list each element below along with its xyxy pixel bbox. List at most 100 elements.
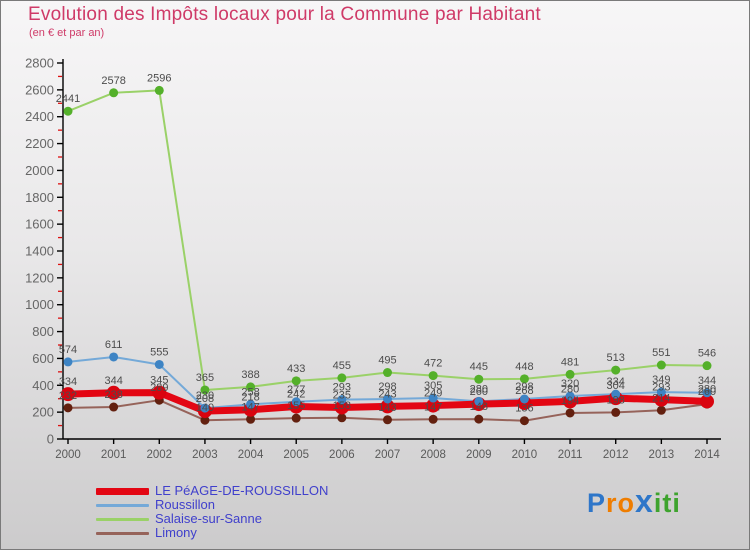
data-label-salaise-sur-sanne: 2578 <box>101 75 125 87</box>
data-point-salaise-sur-sanne <box>63 106 73 116</box>
data-point-roussillon <box>200 403 210 413</box>
y-tick-label: 2400 <box>25 109 54 124</box>
data-label-limony: 158 <box>333 400 351 412</box>
data-label-salaise-sur-sanne: 546 <box>698 348 716 360</box>
data-point-roussillon <box>246 399 256 409</box>
data-point-roussillon <box>383 394 392 404</box>
data-label-limony: 143 <box>378 402 396 414</box>
data-label-roussillon: 574 <box>59 344 77 356</box>
data-label-roussillon: 230 <box>196 390 214 402</box>
data-label-salaise-sur-sanne: 2596 <box>147 72 171 84</box>
data-point-le-p-age-de-roussillon <box>106 385 121 400</box>
y-tick-label: 1400 <box>25 244 54 259</box>
y-tick-label: 800 <box>32 324 54 339</box>
y-tick-label: 2000 <box>25 163 54 178</box>
logo-letter: i <box>653 488 663 518</box>
legend-swatch-limony <box>96 531 149 535</box>
data-label-le-p-age-de-roussillon: 280 <box>561 383 579 395</box>
data-point-salaise-sur-sanne <box>383 368 392 378</box>
data-point-roussillon <box>611 389 621 399</box>
x-tick-label: 2007 <box>375 449 401 461</box>
data-point-limony <box>565 408 575 418</box>
x-tick-label: 2011 <box>558 449 583 461</box>
data-point-salaise-sur-sanne <box>565 369 575 379</box>
data-label-limony: 194 <box>561 395 579 407</box>
proxiti-logo: Proxiti <box>587 485 681 519</box>
data-label-limony: 155 <box>287 400 305 412</box>
data-point-roussillon <box>565 391 575 401</box>
data-point-roussillon <box>63 357 73 367</box>
data-label-salaise-sur-sanne: 433 <box>287 363 305 375</box>
data-label-limony: 238 <box>104 389 122 401</box>
legend-swatch-roussillon <box>96 503 149 507</box>
x-tick-label: 2005 <box>283 449 309 461</box>
data-label-le-p-age-de-roussillon: 344 <box>104 375 122 387</box>
data-point-limony <box>291 413 301 423</box>
data-label-roussillon: 280 <box>470 383 488 395</box>
data-label-roussillon: 344 <box>698 375 716 387</box>
x-tick-label: 2012 <box>603 449 629 461</box>
logo-letter: o <box>617 488 636 518</box>
data-point-le-p-age-de-roussillon <box>334 400 349 415</box>
data-point-limony <box>611 407 621 417</box>
chart-subtitle: (en € et par an) <box>29 27 105 39</box>
data-point-limony <box>337 413 347 423</box>
data-point-roussillon <box>428 393 438 403</box>
data-point-salaise-sur-sanne <box>246 382 256 392</box>
chart-legend: LE PéAGE-DE-ROUSSILLON Roussillon Salaise-… <box>96 484 328 540</box>
y-tick-label: 2200 <box>25 136 54 151</box>
legend-swatch-salaise-sur-sanne <box>96 517 149 521</box>
data-point-le-p-age-de-roussillon <box>61 387 75 402</box>
data-point-salaise-sur-sanne <box>200 385 210 395</box>
data-point-le-p-age-de-roussillon <box>152 385 167 400</box>
data-point-salaise-sur-sanne <box>291 376 301 386</box>
logo-letter: i <box>672 488 681 518</box>
y-tick-label: 1600 <box>25 217 54 232</box>
data-label-le-p-age-de-roussillon: 249 <box>424 388 442 400</box>
data-label-roussillon: 298 <box>515 381 533 393</box>
data-point-salaise-sur-sanne <box>611 365 621 375</box>
data-point-roussillon <box>109 352 119 362</box>
y-tick-label: 400 <box>32 378 54 393</box>
x-tick-label: 2002 <box>146 449 172 461</box>
data-label-le-p-age-de-roussillon: 260 <box>470 386 488 398</box>
x-tick-label: 2008 <box>420 449 446 461</box>
data-label-limony: 289 <box>150 382 168 394</box>
data-label-limony: 147 <box>241 401 259 413</box>
data-point-limony <box>656 405 666 415</box>
data-label-limony: 260 <box>698 386 716 398</box>
data-label-roussillon: 334 <box>607 376 625 388</box>
data-label-salaise-sur-sanne: 455 <box>333 360 351 372</box>
data-label-limony: 140 <box>196 402 214 414</box>
data-label-le-p-age-de-roussillon: 235 <box>333 389 351 401</box>
data-label-limony: 147 <box>424 401 442 413</box>
legend-label-le-p-age-de-roussillon: LE PéAGE-DE-ROUSSILLON <box>155 483 329 498</box>
data-point-roussillon <box>337 395 347 405</box>
chart-title: Evolution des Impôts locaux pour la Comm… <box>28 4 541 25</box>
data-label-roussillon: 320 <box>561 378 579 390</box>
data-label-limony: 148 <box>470 401 488 413</box>
data-label-le-p-age-de-roussillon: 268 <box>515 385 533 397</box>
logo-letter: t <box>662 488 673 518</box>
legend-swatch-le-p-age-de-roussillon <box>96 487 149 495</box>
data-label-le-p-age-de-roussillon: 243 <box>378 388 396 400</box>
legend-item-roussillon: Roussillon <box>96 498 328 512</box>
data-point-salaise-sur-sanne <box>519 374 529 384</box>
y-tick-label: 600 <box>32 351 54 366</box>
data-label-limony: 198 <box>607 394 625 406</box>
data-label-le-p-age-de-roussillon: 345 <box>150 375 168 387</box>
y-tick-label: 1200 <box>25 270 54 285</box>
data-label-roussillon: 293 <box>333 382 351 394</box>
x-tick-label: 2001 <box>101 449 127 461</box>
data-label-roussillon: 277 <box>287 384 305 396</box>
x-tick-label: 2006 <box>329 449 355 461</box>
legend-item-salaise-sur-sanne: Salaise-sur-Sanne <box>96 512 328 526</box>
data-point-limony <box>383 415 392 425</box>
x-tick-label: 2000 <box>55 449 81 461</box>
data-point-salaise-sur-sanne <box>337 373 347 383</box>
x-tick-label: 2003 <box>192 449 218 461</box>
data-label-le-p-age-de-roussillon: 293 <box>652 382 670 394</box>
data-point-salaise-sur-sanne <box>428 371 438 381</box>
data-label-roussillon: 349 <box>652 374 670 386</box>
logo-letter: r <box>606 488 618 518</box>
